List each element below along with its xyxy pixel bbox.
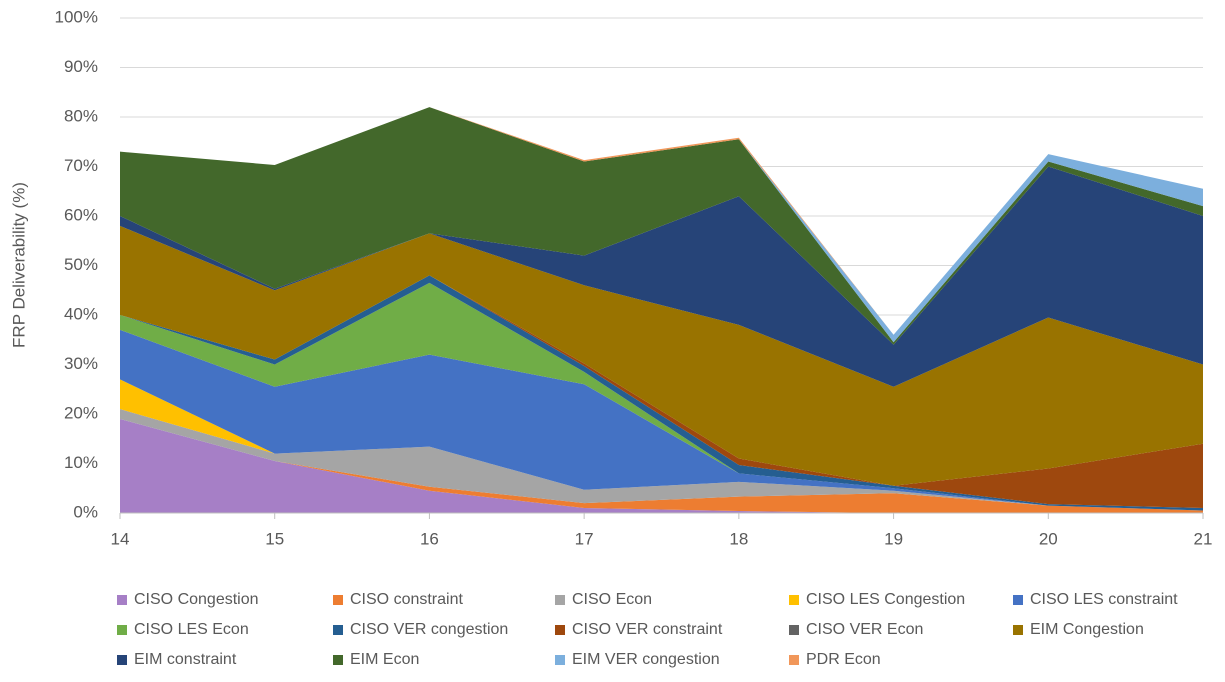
y-tick-label: 60% [64, 205, 98, 224]
x-tick-label: 18 [729, 529, 748, 548]
legend-swatch [333, 655, 343, 665]
y-tick-label: 80% [64, 106, 98, 125]
legend-swatch [333, 595, 343, 605]
x-tick-label: 21 [1194, 529, 1213, 548]
legend-swatch [117, 625, 127, 635]
legend-swatch [1013, 595, 1023, 605]
legend-label: CISO Congestion [134, 591, 259, 608]
y-axis-label: FRP Deliverability (%) [9, 182, 28, 348]
legend-label: PDR Econ [806, 651, 881, 668]
area [120, 225, 1203, 486]
y-tick-label: 90% [64, 57, 98, 76]
legend-swatch [555, 655, 565, 665]
legend-label: EIM Congestion [1030, 621, 1144, 638]
x-tick-label: 15 [265, 529, 284, 548]
y-tick-label: 0% [73, 502, 98, 521]
legend-label: EIM constraint [134, 651, 237, 668]
y-tick-label: 40% [64, 304, 98, 323]
x-tick-label: 20 [1039, 529, 1058, 548]
legend-swatch [117, 655, 127, 665]
y-tick-label: 50% [64, 255, 98, 274]
y-tick-label: 30% [64, 354, 98, 373]
x-tick-label: 16 [420, 529, 439, 548]
x-tick-label: 19 [884, 529, 903, 548]
legend-swatch [789, 595, 799, 605]
legend-swatch [789, 655, 799, 665]
legend-label: CISO VER Econ [806, 621, 923, 638]
x-tick-label: 14 [111, 529, 130, 548]
legend-label: CISO LES Econ [134, 621, 249, 638]
legend-swatch [1013, 625, 1023, 635]
legend-swatch [555, 595, 565, 605]
y-tick-label: 100% [55, 7, 98, 26]
legend-label: CISO LES Congestion [806, 591, 965, 608]
legend-label: EIM Econ [350, 651, 419, 668]
y-tick-label: 10% [64, 453, 98, 472]
y-tick-label: 20% [64, 403, 98, 422]
area [120, 107, 1203, 345]
legend-swatch [117, 595, 127, 605]
legend-label: CISO LES constraint [1030, 591, 1178, 608]
area [120, 418, 1203, 513]
legend-label: EIM VER congestion [572, 651, 720, 668]
area [120, 166, 1203, 387]
y-tick-label: 70% [64, 156, 98, 175]
legend-swatch [555, 625, 565, 635]
legend-label: CISO VER congestion [350, 621, 508, 638]
legend-swatch [333, 625, 343, 635]
x-tick-label: 17 [575, 529, 594, 548]
legend-swatch [789, 625, 799, 635]
area [120, 329, 1203, 511]
legend-label: CISO constraint [350, 591, 463, 608]
legend-label: CISO VER constraint [572, 621, 723, 638]
legend-label: CISO Econ [572, 591, 652, 608]
area [120, 275, 1203, 509]
area [120, 282, 1203, 511]
area [120, 409, 1203, 511]
